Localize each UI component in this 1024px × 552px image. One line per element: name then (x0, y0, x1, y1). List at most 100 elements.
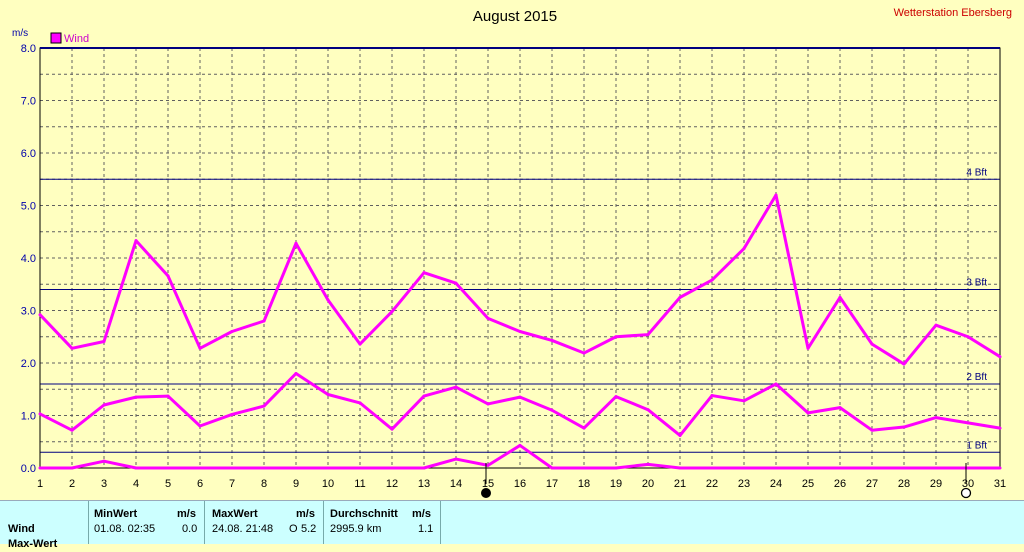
data-point (998, 355, 1002, 359)
data-point (198, 346, 202, 350)
series-layer (38, 193, 1002, 470)
data-point (102, 459, 106, 463)
x-tick-label: 9 (293, 478, 299, 490)
data-point (966, 466, 970, 470)
x-tick-label: 22 (706, 478, 718, 490)
data-point (614, 466, 618, 470)
y-tick-label: 3.0 (21, 306, 36, 318)
x-tick-label: 15 (482, 478, 494, 490)
beaufort-lines: 1 Bft 2 Bft 3 Bft 4 Bft (40, 167, 1000, 453)
row-label: Wind (8, 523, 35, 535)
grid (39, 47, 1001, 469)
x-tick-label: 27 (866, 478, 878, 490)
data-point (518, 330, 522, 333)
data-point (294, 372, 298, 375)
data-point (326, 466, 330, 470)
data-point (38, 412, 42, 416)
max-value: 5.2 (301, 523, 317, 535)
avg-unit-header: m/s (412, 508, 431, 520)
data-point (102, 339, 106, 343)
data-point (614, 395, 618, 399)
x-tick-label: 7 (229, 478, 235, 490)
data-point (774, 193, 778, 197)
data-point (326, 298, 330, 302)
data-point (166, 274, 170, 278)
data-point (998, 426, 1002, 430)
data-point (646, 408, 650, 412)
data-point (390, 427, 394, 431)
beaufort-label: 1 Bft (966, 440, 987, 451)
data-point (390, 310, 394, 314)
data-point (422, 466, 426, 470)
data-point (806, 466, 810, 470)
data-point (742, 399, 746, 403)
data-point (70, 346, 74, 350)
station-name: Wetterstation Ebersberg (894, 7, 1012, 19)
legend-swatch (50, 32, 62, 44)
data-point (198, 466, 202, 470)
min-value: 0.0 (182, 523, 198, 535)
axes: 0.01.02.03.04.05.06.07.08.01 2 3 4 5 6 7 8 9 10 11… (21, 43, 1006, 490)
y-tick-label: 5.0 (21, 201, 36, 213)
beaufort-label: 2 Bft (966, 372, 987, 383)
data-point (38, 313, 42, 317)
new-moon-icon (481, 488, 491, 498)
data-point (358, 401, 362, 405)
y-axis-unit: m/s (12, 28, 28, 39)
distance: 2995.9 km (330, 523, 382, 535)
x-tick-label: 21 (674, 478, 686, 490)
y-tick-label: 7.0 (21, 96, 36, 108)
data-point (102, 403, 106, 407)
y-tick-label: 1.0 (21, 411, 36, 423)
max-unit-header: m/s (296, 508, 315, 520)
x-tick-label: 2 (69, 478, 75, 490)
x-tick-label: 5 (165, 478, 171, 490)
min-date: 01.08. 02:35 (94, 523, 156, 535)
data-point (262, 466, 266, 470)
chart-area: 1 Bft 2 Bft 3 Bft 4 Bft 0.0 1.0 2.0 3.0 4.0 5.0 6… (12, 7, 1012, 499)
data-point (134, 466, 138, 470)
y-tick-label: 4.0 (21, 253, 36, 265)
x-tick-label: 31 (994, 478, 1006, 490)
data-point (710, 466, 714, 470)
data-point (838, 406, 842, 410)
stats-row-max: Max-Wert (0, 538, 1024, 552)
data-point (966, 335, 970, 339)
data-point (262, 404, 266, 408)
data-point (70, 428, 74, 432)
data-point (262, 319, 266, 323)
data-point (358, 466, 362, 470)
data-point (934, 416, 938, 420)
data-point (550, 408, 554, 412)
data-point (678, 466, 682, 470)
data-point (870, 466, 874, 470)
row-label: Max-Wert (8, 538, 58, 550)
beaufort-label: 4 Bft (966, 167, 987, 178)
beaufort-label: 3 Bft (966, 278, 987, 289)
data-point (70, 466, 74, 470)
x-tick-label: 13 (418, 478, 430, 490)
data-point (614, 335, 618, 339)
data-point (518, 443, 522, 447)
stats-divider (440, 501, 441, 544)
data-point (934, 466, 938, 470)
data-point (742, 247, 746, 251)
x-tick-label: 29 (930, 478, 942, 490)
legend-label: Wind (64, 33, 89, 45)
data-point (454, 281, 458, 285)
data-point (774, 466, 778, 470)
data-point (966, 421, 970, 425)
data-point (934, 323, 938, 327)
x-tick-label: 17 (546, 478, 558, 490)
x-tick-label: 14 (450, 478, 462, 490)
data-point (550, 338, 554, 342)
y-tick-label: 6.0 (21, 148, 36, 160)
data-point (134, 395, 138, 399)
data-point (198, 424, 202, 428)
data-point (422, 271, 426, 275)
data-point (582, 426, 586, 430)
stats-header-row: MinWert m/s MaxWert m/s Durchschnitt m/s (0, 508, 1024, 522)
data-point (806, 411, 810, 415)
chart-title: August 2015 (473, 8, 557, 25)
max-header: MaxWert (212, 508, 258, 520)
